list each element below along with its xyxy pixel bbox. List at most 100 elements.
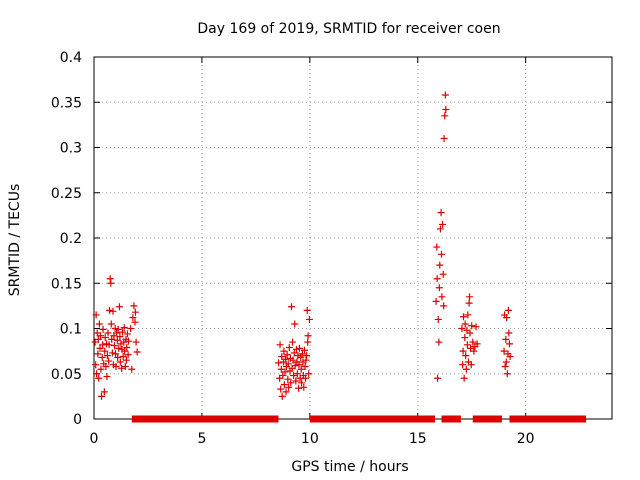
data-point	[101, 347, 109, 355]
data-point	[113, 329, 121, 337]
data-point	[133, 348, 141, 356]
data-point	[291, 362, 299, 370]
data-point	[304, 338, 312, 346]
data-point	[462, 352, 470, 360]
data-point	[280, 347, 288, 355]
data-point	[116, 358, 124, 366]
data-point	[98, 353, 106, 361]
data-point	[502, 335, 510, 343]
data-point	[105, 341, 113, 349]
data-point	[114, 353, 122, 361]
data-point	[103, 372, 111, 380]
data-point	[118, 364, 126, 372]
data-point	[436, 261, 444, 269]
data-point	[505, 340, 513, 348]
data-point	[281, 368, 289, 376]
data-point	[277, 365, 285, 373]
data-point	[438, 293, 446, 301]
data-point	[501, 363, 509, 371]
y-tick-label: 0.3	[60, 141, 82, 157]
data-point	[298, 350, 306, 358]
data-point	[435, 284, 443, 292]
data-point	[114, 325, 122, 333]
data-point	[295, 361, 303, 369]
x-axis-label: GPS time / hours	[291, 459, 408, 475]
data-point	[503, 370, 511, 378]
data-point	[97, 365, 105, 373]
data-point	[460, 313, 468, 321]
data-point	[111, 342, 119, 350]
data-point	[441, 112, 449, 120]
data-point	[305, 370, 313, 378]
data-point	[122, 356, 130, 364]
data-point	[95, 320, 103, 328]
x-tick-label: 20	[517, 431, 535, 447]
data-point	[100, 388, 108, 396]
data-point	[439, 220, 447, 228]
data-point	[463, 341, 471, 349]
data-point	[304, 332, 312, 340]
data-point	[433, 275, 441, 283]
data-point	[120, 324, 128, 332]
data-point	[113, 336, 121, 344]
zero-value-points	[509, 415, 587, 423]
data-point	[442, 105, 450, 113]
y-tick-label: 0.25	[51, 186, 82, 202]
data-point	[295, 384, 303, 392]
data-point	[436, 225, 444, 233]
data-point	[291, 320, 299, 328]
data-point	[115, 344, 123, 352]
data-point	[128, 365, 136, 373]
data-point	[466, 329, 474, 337]
data-point	[119, 353, 127, 361]
data-point	[473, 340, 481, 348]
data-point	[289, 338, 297, 346]
data-point	[102, 363, 110, 371]
data-point	[106, 275, 114, 283]
data-point	[290, 349, 298, 357]
data-point	[123, 330, 131, 338]
data-point	[461, 334, 469, 342]
data-point	[105, 357, 113, 365]
y-tick-label: 0.1	[60, 322, 82, 338]
data-point	[125, 337, 133, 345]
chart-title: Day 169 of 2019, SRMTID for receiver coe…	[197, 21, 500, 37]
data-point	[303, 352, 311, 360]
y-tick-label: 0.15	[51, 276, 82, 292]
data-point	[297, 365, 305, 373]
x-tick-label: 0	[90, 431, 99, 447]
x-tick-label: 10	[301, 431, 319, 447]
data-points	[91, 91, 587, 423]
data-point	[112, 363, 120, 371]
data-point	[302, 356, 310, 364]
data-point	[280, 381, 288, 389]
data-point	[505, 329, 513, 337]
data-point	[106, 306, 114, 314]
data-point	[131, 318, 139, 326]
data-point	[441, 91, 449, 99]
data-point	[130, 302, 138, 310]
data-point	[469, 338, 477, 346]
data-point	[93, 370, 101, 378]
data-point	[433, 243, 441, 251]
zero-value-points	[441, 415, 461, 423]
data-point	[94, 335, 102, 343]
data-point	[301, 363, 309, 371]
data-point	[437, 250, 445, 258]
data-point	[500, 347, 508, 355]
data-point	[503, 314, 511, 322]
data-point	[305, 315, 313, 323]
zero-value-points	[472, 415, 502, 423]
data-point	[96, 344, 104, 352]
x-tick-labels: 0 5 10 15 20	[90, 431, 535, 447]
data-point	[459, 361, 467, 369]
data-point	[121, 363, 129, 371]
data-point	[278, 353, 286, 361]
data-point	[127, 325, 135, 332]
data-point	[459, 347, 467, 355]
data-point	[466, 293, 474, 301]
data-point	[124, 351, 132, 359]
data-point	[108, 335, 116, 343]
data-point	[300, 383, 308, 391]
data-point	[460, 374, 468, 382]
